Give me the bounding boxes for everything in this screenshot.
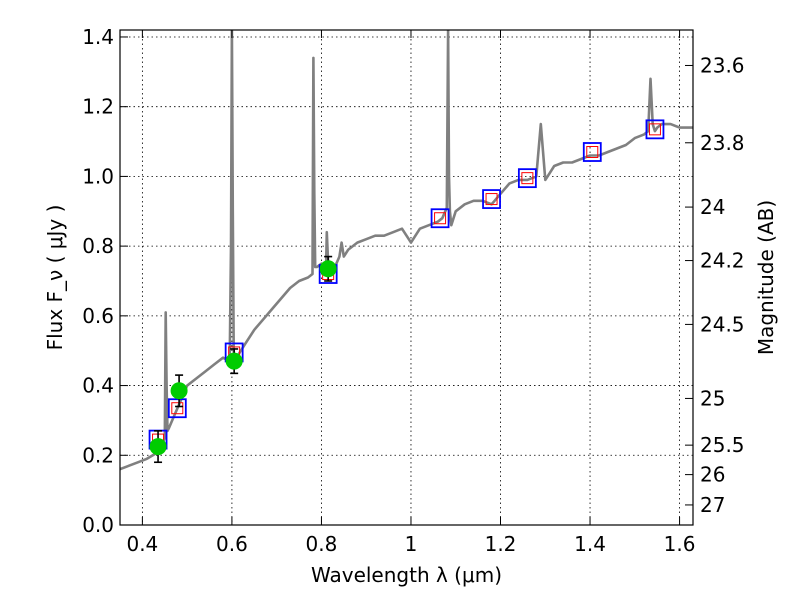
y-tick-label: 1.4: [82, 25, 114, 49]
observed-point: [149, 438, 167, 456]
model-point: [482, 189, 501, 209]
y-tick-label: 0.2: [82, 443, 114, 467]
right-tick-label: 27: [700, 493, 725, 517]
y-tick-label: 0.8: [82, 234, 114, 258]
model-inner-point: [648, 123, 661, 136]
right-tick-label: 24.2: [700, 249, 745, 273]
y-tick-label: 0.0: [82, 513, 114, 537]
right-tick-label: 23.6: [700, 53, 745, 77]
model-inner-point: [521, 172, 534, 185]
observed-photometry-layer: [149, 255, 337, 464]
x-tick-label: 0.4: [126, 532, 158, 556]
grid-lines: [120, 30, 693, 525]
y-axis-title: Flux F_ν ( μJy ): [43, 205, 67, 351]
x-axis-title: Wavelength λ (μm): [311, 563, 502, 587]
model-point: [430, 208, 450, 229]
model-point: [517, 168, 537, 189]
observed-point: [170, 382, 188, 400]
model-point: [167, 398, 187, 419]
right-axis-title: Magnitude (AB): [754, 200, 778, 355]
plot-frame: [119, 29, 694, 526]
y-tick-label: 0.6: [82, 304, 114, 328]
right-tick-label: 25: [700, 386, 725, 410]
right-tick-label: 24.5: [700, 312, 745, 336]
x-tick-labels: 0.4 0.6 0.8 1 1.2 1.4 1.6: [126, 532, 695, 556]
model-photometry-layer: [148, 119, 665, 450]
model-inner-point: [434, 212, 447, 225]
x-tick-label: 1: [405, 532, 418, 556]
right-tick-label: 23.8: [700, 131, 745, 155]
right-tick-label: 24: [700, 195, 725, 219]
x-tick-label: 1.2: [485, 532, 517, 556]
y-tick-labels: 0.0 0.2 0.4 0.6 0.8 1.0 1.2 1.4: [82, 25, 114, 537]
observed-point: [319, 260, 337, 278]
model-inner-point: [485, 193, 498, 206]
right-tick-label: 25.5: [700, 433, 745, 457]
x-tick-label: 1.4: [574, 532, 606, 556]
spectrum-layer: [120, 30, 693, 471]
tick-marks: [120, 30, 693, 526]
right-tick-labels: 23.6 23.8 24 24.2 24.5 25 25.5 26 27: [700, 53, 745, 516]
y-tick-label: 1.0: [82, 164, 114, 188]
model-inner-point: [586, 146, 599, 159]
x-tick-label: 1.6: [664, 532, 696, 556]
spectrum-line: [120, 30, 693, 471]
model-point: [645, 119, 665, 140]
right-tick-label: 26: [700, 463, 725, 487]
model-point: [582, 142, 602, 162]
x-tick-label: 0.8: [306, 532, 338, 556]
x-tick-label: 0.6: [216, 532, 248, 556]
model-inner-point: [171, 402, 184, 415]
y-tick-label: 0.4: [82, 374, 114, 398]
observed-point: [225, 352, 243, 370]
y-tick-label: 1.2: [82, 95, 114, 119]
